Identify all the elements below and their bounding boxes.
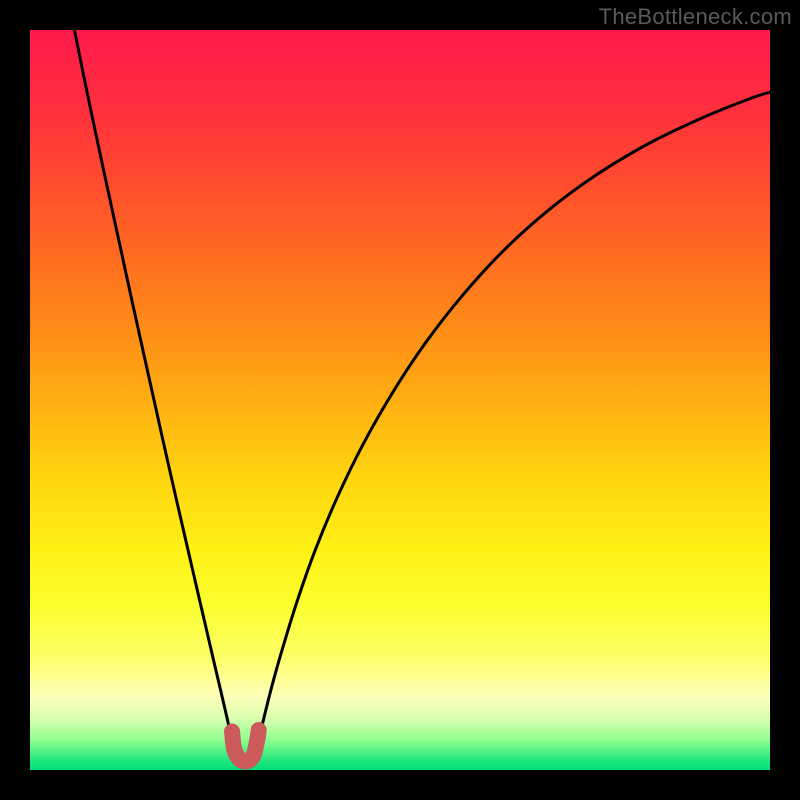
chart-canvas: TheBottleneck.com (0, 0, 800, 800)
plot-background-gradient (30, 30, 770, 770)
bottleneck-chart-svg (0, 0, 800, 800)
watermark-text: TheBottleneck.com (599, 4, 792, 30)
